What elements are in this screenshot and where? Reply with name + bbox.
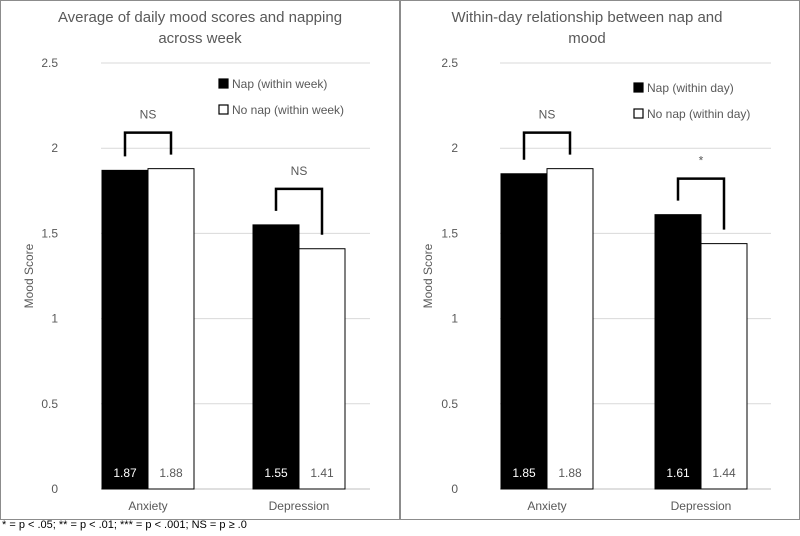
y-tick-label: 0.5 bbox=[41, 397, 58, 411]
y-axis-label: Mood Score bbox=[22, 243, 36, 308]
chart-title-line: Within-day relationship between nap and bbox=[451, 9, 722, 26]
y-tick-label: 0 bbox=[451, 482, 458, 496]
data-label: 1.61 bbox=[666, 466, 690, 480]
chart-panel-1: Average of daily mood scores and napping… bbox=[22, 9, 370, 513]
y-tick-label: 0.5 bbox=[441, 397, 458, 411]
panel-frame-left bbox=[0, 0, 400, 520]
legend-label: Nap (within week) bbox=[232, 77, 327, 91]
y-tick-label: 2 bbox=[451, 141, 458, 155]
chart-title-line: mood bbox=[568, 30, 606, 47]
figure: Average of daily mood scores and napping… bbox=[0, 0, 800, 520]
category-label: Depression bbox=[671, 499, 732, 513]
y-tick-label: 2.5 bbox=[441, 56, 458, 70]
significance-bracket bbox=[123, 131, 173, 157]
footnote: * = p < .05; ** = p < .01; *** = p < .00… bbox=[2, 519, 247, 531]
bar-no-nap-anxiety bbox=[147, 168, 195, 490]
significance-label: NS bbox=[140, 108, 157, 122]
data-label: 1.41 bbox=[310, 466, 334, 480]
bar-no-nap-anxiety bbox=[546, 168, 594, 490]
bar-nap-depression bbox=[252, 224, 300, 490]
y-tick-label: 0 bbox=[51, 482, 58, 496]
bar-no-nap-depression bbox=[700, 243, 748, 490]
legend-label: Nap (within day) bbox=[647, 81, 734, 95]
y-tick-label: 2.5 bbox=[41, 56, 58, 70]
chart-title-line: across week bbox=[158, 30, 242, 47]
significance-label: NS bbox=[291, 164, 308, 178]
legend-swatch-no-nap bbox=[218, 104, 229, 115]
legend-swatch-no-nap bbox=[633, 108, 644, 119]
data-label: 1.87 bbox=[113, 466, 137, 480]
data-label: 1.88 bbox=[558, 466, 582, 480]
bar-no-nap-depression bbox=[298, 248, 346, 490]
legend-label: No nap (within day) bbox=[647, 107, 750, 121]
bar-nap-depression bbox=[654, 214, 702, 490]
data-label: 1.88 bbox=[159, 466, 183, 480]
bar-nap-anxiety bbox=[500, 173, 548, 490]
y-tick-label: 2 bbox=[51, 141, 58, 155]
legend-label: No nap (within week) bbox=[232, 103, 344, 117]
category-label: Depression bbox=[269, 499, 330, 513]
legend-swatch-nap bbox=[218, 78, 229, 89]
category-label: Anxiety bbox=[128, 499, 167, 513]
y-tick-label: 1.5 bbox=[41, 226, 58, 240]
y-tick-label: 1 bbox=[51, 312, 58, 326]
data-label: 1.55 bbox=[264, 466, 288, 480]
data-label: 1.85 bbox=[512, 466, 536, 480]
y-tick-label: 1.5 bbox=[441, 226, 458, 240]
significance-label: NS bbox=[539, 108, 556, 122]
chart-panel-2: Within-day relationship between nap and m… bbox=[421, 9, 771, 513]
legend-swatch-nap bbox=[633, 82, 644, 93]
chart-title-line: Average of daily mood scores and napping bbox=[58, 9, 342, 26]
significance-label: * bbox=[699, 154, 704, 168]
significance-bracket bbox=[522, 131, 572, 160]
y-tick-label: 1 bbox=[451, 312, 458, 326]
significance-bracket bbox=[274, 187, 324, 235]
data-label: 1.44 bbox=[712, 466, 736, 480]
category-label: Anxiety bbox=[527, 499, 566, 513]
significance-bracket bbox=[676, 177, 726, 230]
y-axis-label: Mood Score bbox=[421, 243, 435, 308]
bar-nap-anxiety bbox=[101, 169, 149, 490]
